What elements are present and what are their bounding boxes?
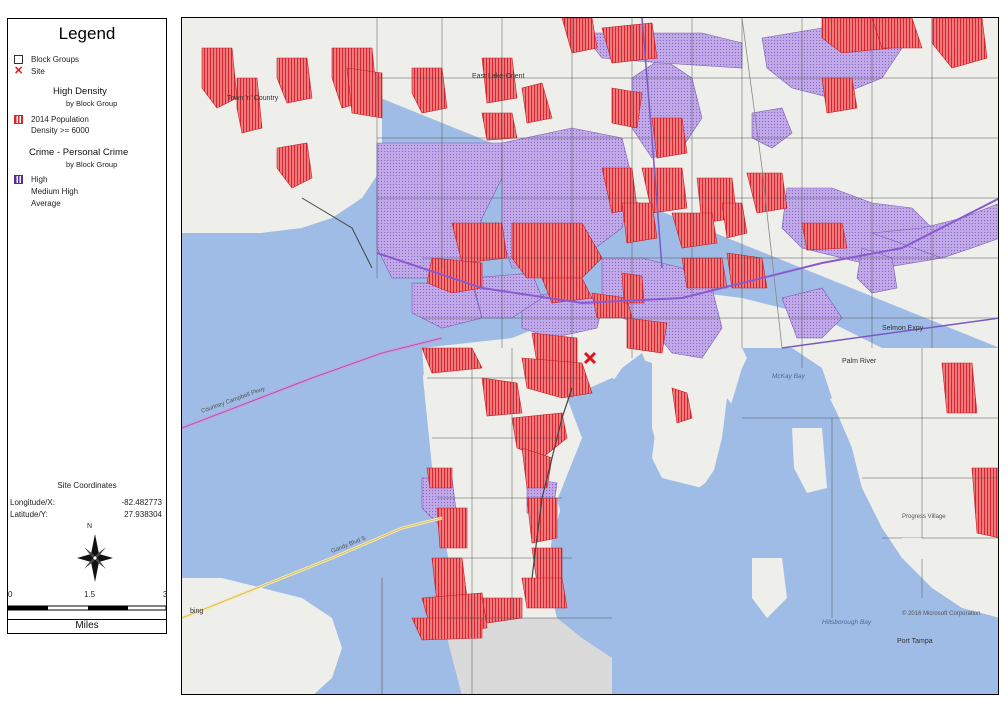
label-mckay-bay: McKay Bay [772,373,806,380]
water-layer [182,203,882,694]
latitude-label: Latitude/Y: [10,510,48,519]
density-subheading: by Block Group [66,99,118,108]
site-coordinates-title: Site Coordinates [57,481,117,490]
site-marker-icon[interactable] [583,351,597,365]
scale-unit-label: Miles [75,620,99,631]
scale-bar [8,605,167,611]
crime-heading: Crime - Personal Crime [29,147,129,158]
block-group-outlines [376,18,998,694]
longitude-value: -82.482773 [121,498,162,507]
legend-panel: Legend Block Groups ✕ Site High Density … [7,18,167,634]
north-arrow-icon [77,534,113,582]
crime-swatch [14,175,23,184]
label-lake: East Lake-Orient [472,73,525,80]
legend-item-crime-high: High [14,175,47,184]
label-copyright: © 2016 Microsoft Corporation [902,610,980,617]
longitude-label: Longitude/X: [10,498,55,507]
label-hillsborough-bay: Hillsborough Bay [822,619,872,626]
legend-item-block-groups: Block Groups [14,55,79,64]
scale-unit-box [8,619,166,634]
label-selmon: Selmon Expy [882,325,924,332]
density-label-line1: 2014 Population [31,115,89,124]
legend-site-label: Site [31,67,45,76]
density-heading: High Density [53,86,107,97]
crime-average-label: Average [31,199,61,208]
north-label: N [87,523,93,530]
map-view[interactable]: Town 'n' Country East Lake-Orient Selmon… [181,17,999,695]
scale-end-label: 3 [163,590,168,599]
label-port-tampa: Port Tampa [897,638,933,645]
density-block-groups [201,18,998,641]
legend-item-site: ✕ Site [14,65,45,77]
scale-mid-label: 1.5 [84,590,96,599]
label-town-n-country: Town 'n' Country [227,95,279,102]
bing-logo: bing [190,608,203,615]
map-canvas[interactable]: Town 'n' Country East Lake-Orient Selmon… [182,18,999,695]
legend-block-groups-label: Block Groups [31,55,80,64]
density-label-line2: Density >= 6000 [31,126,90,135]
label-progress-village: Progress Village [902,514,946,520]
crime-high-label: High [31,175,48,184]
latitude-value: 27.938304 [124,510,162,519]
label-palm-river: Palm River [842,358,877,365]
islands [752,428,927,618]
density-swatch [14,115,23,124]
block-group-swatch [14,55,23,64]
roads [182,18,998,694]
crime-subheading: by Block Group [66,160,118,169]
legend-title: Legend [58,24,116,43]
site-x-icon: ✕ [14,65,24,77]
scale-zero-label: 0 [8,590,13,599]
crime-medium-high-label: Medium High [31,187,79,196]
legend-item-density: 2014 Population [14,115,89,124]
